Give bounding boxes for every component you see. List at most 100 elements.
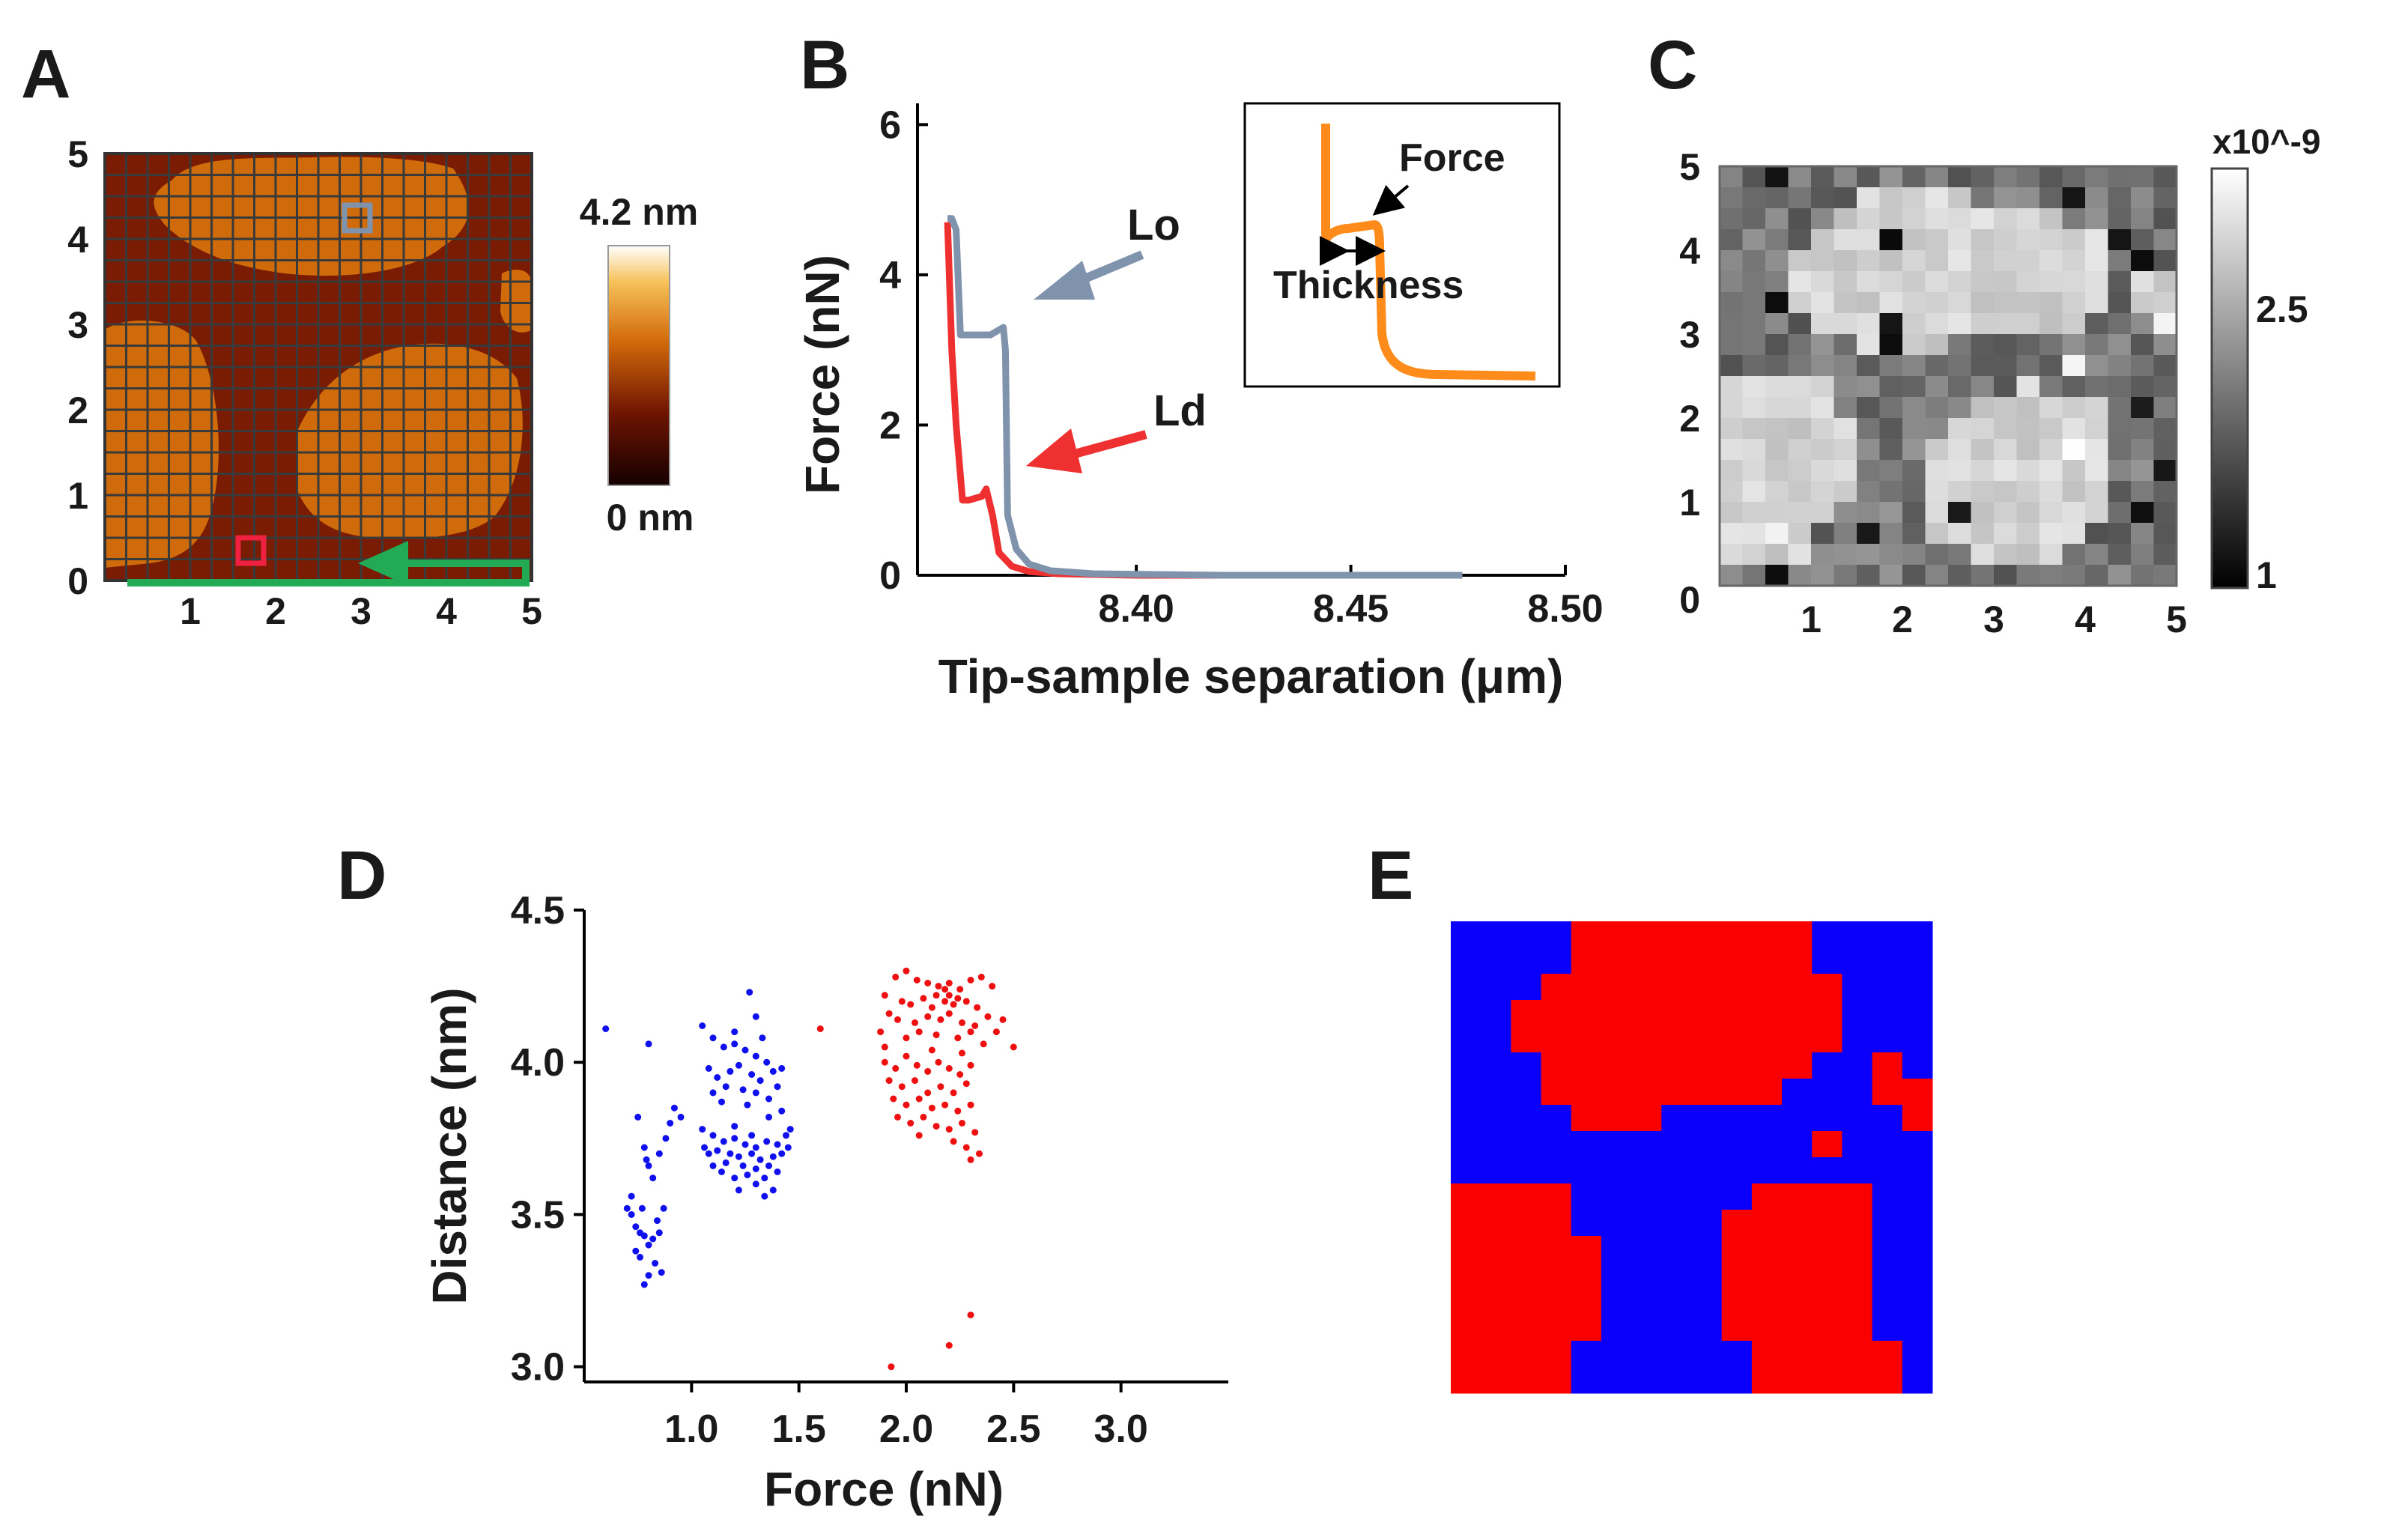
cluster-cell-red — [1451, 1367, 1481, 1394]
axis-b-y-tick: 0 — [879, 554, 901, 598]
scatter-point-blue — [744, 1171, 751, 1179]
heatmap-cell — [2016, 166, 2040, 188]
heatmap-cell — [1902, 397, 1926, 419]
cluster-cell-blue — [1571, 1367, 1602, 1394]
cluster-cell-red — [1751, 1288, 1783, 1315]
heatmap-cell — [2062, 502, 2086, 524]
scatter-point-blue — [628, 1192, 635, 1200]
scatter-point-red — [915, 1132, 923, 1139]
cluster-cell-red — [1782, 1367, 1813, 1394]
heatmap-cell — [2153, 187, 2177, 209]
scatter-point-blue — [731, 1123, 738, 1130]
heatmap-cell — [2062, 229, 2086, 251]
heatmap-cell — [1742, 208, 1766, 230]
heatmap-cell — [2108, 292, 2132, 314]
cluster-cell-blue — [1661, 1341, 1692, 1368]
inset-force-label: Force — [1399, 136, 1505, 180]
cluster-cell-red — [1601, 974, 1632, 1001]
heatmap-cell — [2039, 334, 2063, 356]
heatmap-cell — [2039, 313, 2063, 335]
scatter-point-red — [888, 1363, 895, 1371]
cluster-cell-blue — [1842, 1000, 1873, 1027]
heatmap-cell — [2039, 292, 2063, 314]
scatter-point-blue — [640, 1144, 648, 1151]
cluster-cell-red — [1541, 1026, 1572, 1053]
cluster-cell-red — [1451, 1210, 1481, 1237]
scatter-point-red — [954, 995, 962, 1002]
cluster-cell-red — [1481, 1262, 1511, 1289]
domain-edge — [500, 270, 532, 333]
cluster-cell-blue — [1451, 1105, 1481, 1132]
scatter-point-blue — [741, 1046, 749, 1054]
cluster-cell-red — [1571, 1105, 1602, 1132]
heatmap-cell — [2108, 481, 2132, 503]
colorbar-a-min-label: 0 nm — [607, 497, 694, 539]
heatmap-cell — [1857, 292, 1880, 314]
scatter-point-red — [962, 1144, 970, 1151]
heatmap-cell — [1834, 565, 1857, 586]
heatmap-cell — [2016, 292, 2040, 314]
cluster-cell-blue — [1661, 1236, 1692, 1263]
heatmap-cell — [1765, 481, 1789, 503]
scatter-point-red — [816, 1025, 824, 1032]
heatmap-cell — [1811, 271, 1834, 293]
heatmap-cell — [2085, 271, 2108, 293]
cluster-cell-blue — [1451, 1131, 1481, 1158]
cluster-cell-blue — [1691, 1288, 1723, 1315]
heatmap-cell — [1788, 334, 1812, 356]
heatmap-cell — [1720, 502, 1743, 524]
scatter-point-red — [898, 998, 906, 1005]
cluster-cell-red — [1812, 1210, 1842, 1237]
scatter-point-blue — [769, 1153, 777, 1160]
heatmap-cell — [1788, 229, 1812, 251]
heatmap-cell — [1788, 355, 1812, 377]
axis-c-y-tick: 0 — [1679, 579, 1700, 621]
heatmap-cell — [1879, 208, 1903, 230]
heatmap-cell — [2062, 187, 2086, 209]
heatmap-cell — [1788, 460, 1812, 482]
heatmap-cell — [1879, 355, 1903, 377]
heatmap-cell — [1879, 418, 1903, 440]
heatmap-cell — [2016, 187, 2040, 209]
heatmap-cell — [1948, 229, 1971, 251]
axis-d-y-tick: 4.0 — [511, 1041, 565, 1085]
cluster-cell-red — [1691, 921, 1723, 948]
scatter-point-red — [967, 1028, 974, 1036]
cluster-cell-blue — [1451, 1026, 1481, 1053]
heatmap-cell — [1834, 334, 1857, 356]
heatmap-cell — [1948, 565, 1971, 586]
axis-b-y-tick: 6 — [879, 103, 901, 147]
scatter-point-blue — [763, 1138, 771, 1145]
heatmap-cell — [2108, 271, 2132, 293]
scatter-point-blue — [718, 1168, 725, 1175]
cluster-cell-blue — [1451, 1052, 1481, 1079]
cluster-cell-red — [1751, 921, 1783, 948]
scatter-point-red — [956, 986, 964, 993]
heatmap-cell — [1994, 187, 2017, 209]
cluster-cell-red — [1451, 1183, 1481, 1210]
heatmap-cell — [1742, 502, 1766, 524]
panel-letter-a: A — [21, 36, 70, 112]
heatmap-cell — [2131, 355, 2154, 377]
heatmap-cell — [1857, 523, 1880, 545]
heatmap-cell — [2131, 460, 2154, 482]
scatter-point-blue — [741, 1141, 749, 1148]
scatter-point-blue — [752, 1089, 759, 1097]
axis-d-x-tick: 1.5 — [772, 1407, 826, 1451]
scatter-point-blue — [731, 1135, 738, 1142]
cluster-cell-red — [1661, 921, 1692, 948]
heatmap-cell — [1925, 334, 1949, 356]
cluster-cell-blue — [1721, 1105, 1753, 1132]
cluster-cell-blue — [1631, 1367, 1662, 1394]
axis-a-x-tick: 5 — [521, 590, 542, 632]
scatter-point-blue — [731, 1028, 738, 1036]
cluster-cell-blue — [1511, 1131, 1542, 1158]
heatmap-cell — [2085, 166, 2108, 188]
heatmap-cell — [2039, 460, 2063, 482]
cluster-cell-red — [1541, 1000, 1572, 1027]
heatmap-cell — [2016, 523, 2040, 545]
scatter-point-red — [941, 1101, 949, 1109]
scatter-point-blue — [761, 1192, 768, 1200]
axis-c-x-tick: 2 — [1892, 598, 1913, 640]
heatmap-cell — [1857, 166, 1880, 188]
